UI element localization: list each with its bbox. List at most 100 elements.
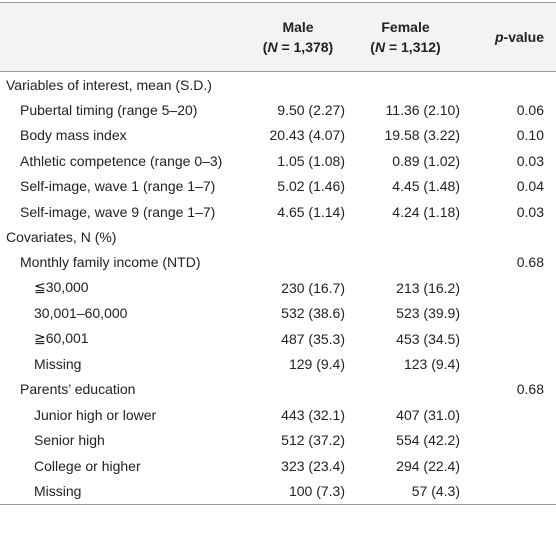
p-symbol: p (494, 29, 504, 45)
p-suffix: -value (503, 29, 544, 45)
p-value (463, 402, 556, 427)
male-value: 323 (23.4) (281, 457, 345, 474)
table-row: Body mass index 20.43 (4.07) 19.58 (3.22) 0… (0, 123, 556, 148)
female-value (348, 377, 463, 402)
p-value: 0.68 (516, 254, 544, 271)
male-value: 9.50 (2.27) (277, 102, 345, 119)
data-table: Male (N = 1,378) Female (N = 1,312) p-valu… (0, 2, 556, 505)
header-row: Male (N = 1,378) Female (N = 1,312) p-valu… (0, 2, 556, 72)
row-label: Variables of interest, mean (S.D.) (6, 76, 212, 93)
row-label: Missing (0, 478, 248, 505)
p-value (463, 275, 556, 300)
female-value: 57 (4.3) (348, 478, 463, 505)
female-value: 11.36 (2.10) (385, 102, 460, 119)
row-label: Body mass index (20, 127, 127, 144)
table-row: ≧60,001 487 (35.3) 453 (34.5) (0, 326, 556, 351)
table-row: Junior high or lower 443 (32.1) 407 (31.0) (0, 402, 556, 427)
p-value (463, 326, 556, 351)
p-value (463, 301, 556, 326)
male-value: 487 (35.3) (281, 330, 345, 347)
row-label: Missing (34, 355, 82, 372)
male-value (248, 72, 348, 98)
row-label: Parents’ education (20, 381, 136, 398)
table-row: Parents’ education 0.68 (0, 377, 556, 402)
n-symbol: N (374, 39, 386, 55)
p-value-header: p-value (463, 2, 556, 72)
table-row: ≦30,000 230 (16.7) 213 (16.2) (0, 275, 556, 300)
row-label: Monthly family income (NTD) (20, 254, 201, 271)
female-value: 294 (22.4) (396, 457, 460, 474)
row-label: ≦30,000 (34, 279, 89, 296)
paren: ( (262, 39, 268, 55)
male-value: 129 (9.4) (288, 355, 345, 372)
table-row: Pubertal timing (range 5–20) 9.50 (2.27) 1… (0, 97, 556, 122)
table-row: Missing 100 (7.3) 57 (4.3) (0, 478, 556, 505)
female-value: 4.45 (1.48) (392, 178, 460, 195)
table-row: Athletic competence (range 0–3) 1.05 (1.0… (0, 148, 556, 173)
table-row: Self-image, wave 9 (range 1–7) 4.65 (1.14… (0, 199, 556, 224)
table-row: Variables of interest, mean (S.D.) (0, 72, 556, 98)
male-value: 4.65 (1.14) (277, 203, 345, 220)
header-blank (0, 2, 248, 72)
row-label: Junior high or lower (34, 406, 157, 423)
male-value (248, 224, 348, 249)
n-value: = 1,378) (277, 39, 334, 55)
row-label: College or higher (34, 457, 141, 474)
female-value: 407 (31.0) (396, 406, 460, 423)
male-value: 532 (38.6) (281, 305, 345, 322)
female-header: Female (N = 1,312) (348, 2, 463, 72)
female-value: 123 (9.4) (403, 355, 460, 372)
row-label: ≧60,001 (34, 330, 89, 347)
p-value: 0.03 (516, 203, 544, 220)
row-label: 30,001–60,000 (34, 305, 128, 322)
female-value: 0.89 (1.02) (392, 152, 460, 169)
male-value: 100 (7.3) (248, 478, 348, 505)
male-value: 1.05 (1.08) (277, 152, 345, 169)
male-value: 443 (32.1) (281, 406, 345, 423)
table-row: Self-image, wave 1 (range 1–7) 5.02 (1.46… (0, 174, 556, 199)
p-value (463, 427, 556, 452)
paren: ( (370, 39, 375, 55)
table-row: Monthly family income (NTD) 0.68 (0, 250, 556, 275)
female-label: Female (381, 19, 430, 35)
p-value (463, 224, 556, 249)
table-row: College or higher 323 (23.4) 294 (22.4) (0, 453, 556, 478)
p-value (463, 351, 556, 376)
female-value (348, 72, 463, 98)
female-value (348, 224, 463, 249)
n-value: = 1,312) (385, 39, 441, 55)
female-value: 523 (39.9) (396, 305, 460, 322)
table-body: Variables of interest, mean (S.D.) Pubert… (0, 72, 556, 505)
p-value (463, 478, 556, 505)
row-label: Self-image, wave 9 (range 1–7) (20, 203, 216, 220)
table-row: Covariates, N (%) (0, 224, 556, 249)
female-value (348, 250, 463, 275)
table-row: Missing 129 (9.4) 123 (9.4) (0, 351, 556, 376)
female-value: 213 (16.2) (396, 279, 460, 296)
row-label: Covariates, N (%) (6, 229, 117, 246)
female-value: 4.24 (1.18) (392, 203, 460, 220)
female-n: (N = 1,312) (370, 39, 440, 55)
p-value: 0.06 (516, 102, 544, 119)
male-value: 512 (37.2) (281, 432, 345, 449)
female-value: 554 (42.2) (396, 432, 460, 449)
male-value: 20.43 (4.07) (269, 127, 346, 144)
table-row: Senior high 512 (37.2) 554 (42.2) (0, 427, 556, 452)
row-label: Senior high (34, 432, 105, 449)
male-header: Male (N = 1,378) (248, 2, 348, 72)
female-value: 453 (34.5) (396, 330, 460, 347)
p-value: 0.68 (516, 381, 544, 398)
row-label: Athletic competence (range 0–3) (20, 152, 223, 169)
row-label: Self-image, wave 1 (range 1–7) (20, 178, 216, 195)
p-value: 0.03 (516, 152, 544, 169)
table-row: 30,001–60,000 532 (38.6) 523 (39.9) (0, 301, 556, 326)
male-value (248, 250, 348, 275)
table-header: Male (N = 1,378) Female (N = 1,312) p-valu… (0, 2, 556, 72)
male-value (248, 377, 348, 402)
p-value: 0.04 (516, 178, 544, 195)
male-value: 5.02 (1.46) (277, 178, 345, 195)
n-symbol: N (267, 39, 278, 55)
p-value (463, 72, 556, 98)
female-value: 19.58 (3.22) (384, 127, 461, 144)
male-label: Male (282, 19, 314, 35)
